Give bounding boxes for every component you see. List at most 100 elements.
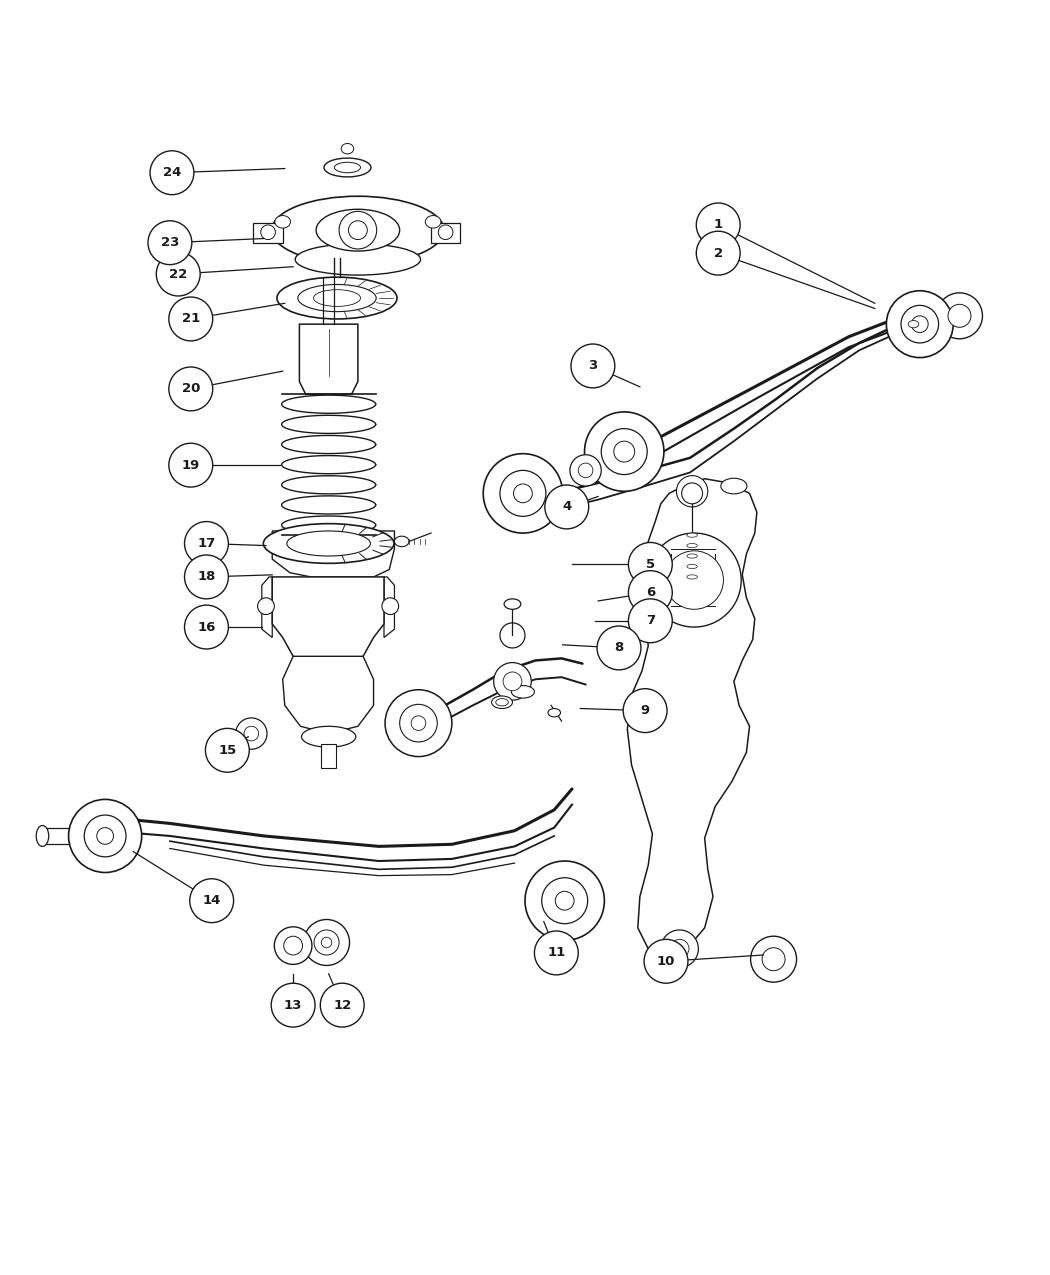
Ellipse shape bbox=[295, 244, 421, 275]
Circle shape bbox=[681, 483, 702, 504]
Circle shape bbox=[644, 940, 688, 983]
Ellipse shape bbox=[425, 215, 441, 228]
Ellipse shape bbox=[316, 209, 400, 251]
Circle shape bbox=[382, 598, 399, 615]
Text: 21: 21 bbox=[182, 312, 200, 325]
Circle shape bbox=[169, 297, 213, 340]
Text: 12: 12 bbox=[333, 998, 352, 1011]
Circle shape bbox=[597, 626, 640, 669]
Circle shape bbox=[696, 231, 740, 275]
Ellipse shape bbox=[341, 144, 354, 154]
Circle shape bbox=[385, 690, 452, 756]
Circle shape bbox=[185, 555, 229, 599]
Polygon shape bbox=[627, 478, 757, 956]
Circle shape bbox=[751, 936, 797, 982]
Text: 15: 15 bbox=[218, 743, 236, 757]
Circle shape bbox=[190, 878, 233, 923]
Circle shape bbox=[500, 623, 525, 648]
Polygon shape bbox=[44, 827, 68, 844]
Polygon shape bbox=[253, 223, 282, 242]
Text: 1: 1 bbox=[714, 218, 722, 232]
Text: 7: 7 bbox=[646, 615, 655, 627]
Polygon shape bbox=[272, 530, 395, 576]
Circle shape bbox=[235, 718, 267, 750]
Text: 3: 3 bbox=[588, 360, 597, 372]
Circle shape bbox=[400, 704, 437, 742]
Circle shape bbox=[534, 931, 579, 975]
Circle shape bbox=[349, 221, 368, 240]
Circle shape bbox=[525, 861, 605, 941]
Circle shape bbox=[244, 727, 258, 741]
Circle shape bbox=[570, 455, 602, 486]
Circle shape bbox=[185, 606, 229, 649]
Circle shape bbox=[647, 533, 741, 627]
Circle shape bbox=[676, 476, 708, 507]
Text: 13: 13 bbox=[284, 998, 302, 1011]
Circle shape bbox=[555, 891, 574, 910]
Text: 10: 10 bbox=[657, 955, 675, 968]
Text: 18: 18 bbox=[197, 570, 215, 584]
Circle shape bbox=[500, 470, 546, 516]
Ellipse shape bbox=[287, 530, 371, 556]
Ellipse shape bbox=[264, 524, 394, 564]
Text: 5: 5 bbox=[646, 558, 655, 571]
Ellipse shape bbox=[687, 565, 697, 569]
Ellipse shape bbox=[687, 543, 697, 548]
Circle shape bbox=[614, 441, 634, 462]
Circle shape bbox=[545, 484, 589, 529]
Text: 20: 20 bbox=[182, 382, 200, 395]
Ellipse shape bbox=[277, 277, 397, 319]
Text: 2: 2 bbox=[714, 246, 722, 260]
Circle shape bbox=[628, 599, 672, 643]
Circle shape bbox=[911, 316, 928, 333]
Text: 4: 4 bbox=[562, 501, 571, 514]
Circle shape bbox=[602, 428, 647, 474]
Ellipse shape bbox=[687, 575, 697, 579]
Circle shape bbox=[660, 929, 698, 968]
Circle shape bbox=[303, 919, 350, 965]
Circle shape bbox=[169, 367, 213, 411]
Circle shape bbox=[206, 728, 249, 773]
Circle shape bbox=[97, 827, 113, 844]
Polygon shape bbox=[430, 223, 460, 242]
Text: 11: 11 bbox=[547, 946, 566, 959]
Polygon shape bbox=[272, 576, 384, 663]
Ellipse shape bbox=[275, 215, 291, 228]
Circle shape bbox=[339, 212, 377, 249]
Text: 6: 6 bbox=[646, 586, 655, 599]
Text: 14: 14 bbox=[203, 894, 220, 908]
Circle shape bbox=[579, 463, 593, 478]
Ellipse shape bbox=[496, 699, 508, 706]
Circle shape bbox=[284, 936, 302, 955]
Circle shape bbox=[585, 412, 664, 491]
Text: 19: 19 bbox=[182, 459, 200, 472]
Circle shape bbox=[696, 203, 740, 247]
Text: 8: 8 bbox=[614, 641, 624, 654]
Circle shape bbox=[937, 293, 983, 339]
Circle shape bbox=[762, 947, 785, 970]
Ellipse shape bbox=[324, 158, 371, 177]
Circle shape bbox=[513, 484, 532, 502]
Circle shape bbox=[260, 224, 275, 240]
Circle shape bbox=[901, 306, 939, 343]
Circle shape bbox=[320, 983, 364, 1028]
Ellipse shape bbox=[314, 289, 360, 306]
Ellipse shape bbox=[395, 537, 410, 547]
Circle shape bbox=[628, 571, 672, 615]
Polygon shape bbox=[384, 576, 395, 638]
Circle shape bbox=[494, 663, 531, 700]
Circle shape bbox=[670, 940, 689, 958]
Circle shape bbox=[438, 224, 453, 240]
Circle shape bbox=[314, 929, 339, 955]
Polygon shape bbox=[299, 324, 358, 394]
Ellipse shape bbox=[559, 959, 571, 968]
Ellipse shape bbox=[36, 825, 48, 847]
Circle shape bbox=[257, 598, 274, 615]
Circle shape bbox=[156, 252, 201, 296]
Circle shape bbox=[483, 454, 563, 533]
Ellipse shape bbox=[301, 727, 356, 747]
Text: 23: 23 bbox=[161, 236, 180, 249]
Circle shape bbox=[886, 291, 953, 357]
Circle shape bbox=[665, 551, 723, 609]
Circle shape bbox=[68, 799, 142, 872]
